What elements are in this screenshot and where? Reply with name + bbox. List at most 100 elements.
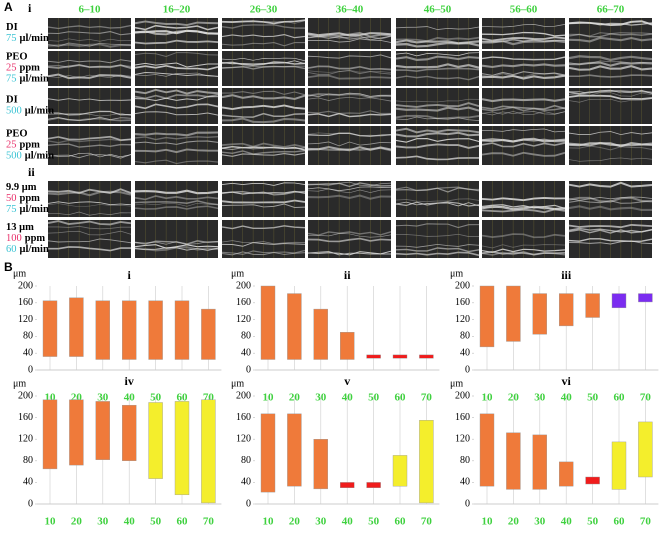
row-label: 500 μl/min xyxy=(6,106,54,117)
kymograph-image xyxy=(395,126,480,165)
image-streak xyxy=(481,151,566,157)
section-label: i xyxy=(28,1,32,15)
image-streak xyxy=(307,65,392,71)
image-streak xyxy=(568,74,653,78)
image-streak xyxy=(481,106,566,112)
image-streak xyxy=(481,104,566,110)
image-streak xyxy=(134,205,219,210)
image-streak xyxy=(47,143,132,148)
x-tick-label: 40 xyxy=(124,516,136,528)
image-streak xyxy=(395,143,480,149)
image-streak xyxy=(221,251,306,256)
y-tick-label: 120 xyxy=(455,314,470,325)
image-streak xyxy=(307,233,392,238)
kymograph-image xyxy=(395,181,480,217)
bar xyxy=(260,285,276,360)
bar xyxy=(506,432,521,490)
y-unit: μm xyxy=(13,378,26,389)
bar xyxy=(419,354,434,359)
image-streak xyxy=(307,74,392,80)
y-tick-label: 200 xyxy=(236,390,251,401)
bar xyxy=(611,441,627,490)
row-label: 13 μm xyxy=(6,222,34,233)
image-streak xyxy=(481,248,566,254)
image-streak xyxy=(221,152,306,157)
bar xyxy=(585,293,600,318)
y-tick-label: 160 xyxy=(236,412,251,423)
kymograph-image xyxy=(568,51,653,86)
image-streak xyxy=(134,24,219,31)
image-streak xyxy=(395,243,480,248)
image-streak xyxy=(134,247,219,251)
y-tick-label: 0 xyxy=(246,364,251,375)
chart-title: vi xyxy=(562,374,572,388)
image-streak xyxy=(395,201,480,207)
bar xyxy=(559,293,574,327)
row-label-unit: μl/min xyxy=(20,74,49,85)
image-streak xyxy=(568,89,653,94)
image-streak xyxy=(395,55,480,61)
x-tick-label: 70 xyxy=(640,516,652,528)
bar xyxy=(121,300,137,360)
image-streak xyxy=(481,56,566,61)
row-label-name: 9.9 μm xyxy=(6,182,37,193)
bar xyxy=(366,354,381,359)
image-streak xyxy=(221,199,306,204)
bar xyxy=(340,482,355,488)
image-streak xyxy=(307,92,392,97)
row-label: 60 μl/min xyxy=(6,244,49,255)
image-streak xyxy=(47,138,132,144)
x-tick-label: 10 xyxy=(263,516,275,528)
kymograph-image xyxy=(47,220,132,258)
image-streak xyxy=(307,251,392,256)
image-streak xyxy=(221,117,306,124)
image-background xyxy=(396,220,479,258)
y-tick-label: 200 xyxy=(455,280,470,291)
image-streak xyxy=(568,181,653,188)
image-streak xyxy=(395,41,480,48)
image-streak xyxy=(568,157,653,162)
image-streak xyxy=(568,32,653,37)
bar xyxy=(174,401,190,496)
image-streak xyxy=(395,116,480,122)
image-streak xyxy=(481,138,566,143)
kymograph-image xyxy=(307,181,392,217)
y-tick-label: 200 xyxy=(455,390,470,401)
image-streak xyxy=(47,238,132,244)
image-streak xyxy=(395,106,480,112)
kymograph-image xyxy=(481,88,566,124)
row-label: PEO xyxy=(6,52,28,63)
image-streak xyxy=(481,98,566,103)
image-streak xyxy=(307,194,392,200)
y-tick-label: 40 xyxy=(460,477,470,488)
row-label-value: 25 xyxy=(6,63,17,74)
column-header: 46–50 xyxy=(424,4,452,16)
panel-label: B xyxy=(4,260,13,274)
image-streak xyxy=(134,20,219,27)
row-label: 25 ppm xyxy=(6,140,40,151)
column-header: 6–10 xyxy=(79,4,102,16)
image-streak xyxy=(395,247,480,253)
image-streak xyxy=(47,43,132,48)
chart-title: iv xyxy=(125,374,134,388)
kymograph-image xyxy=(221,51,306,86)
image-streak xyxy=(568,92,653,97)
image-streak xyxy=(481,196,566,202)
bar xyxy=(201,399,216,504)
y-unit: μm xyxy=(450,378,463,389)
image-streak xyxy=(221,41,306,47)
image-streak xyxy=(221,94,306,101)
image-streak xyxy=(307,186,392,192)
x-tick-label: 20 xyxy=(71,516,83,528)
kymograph-image xyxy=(307,88,392,124)
image-streak xyxy=(134,140,219,145)
row-label-value: 25 xyxy=(6,140,17,151)
image-streak xyxy=(481,111,566,116)
y-tick-label: 160 xyxy=(236,297,251,308)
image-streak xyxy=(221,182,306,186)
image-streak xyxy=(307,188,392,194)
image-streak xyxy=(568,240,653,245)
y-tick-label: 80 xyxy=(23,331,33,342)
image-streak xyxy=(395,187,480,193)
image-streak xyxy=(395,251,480,257)
